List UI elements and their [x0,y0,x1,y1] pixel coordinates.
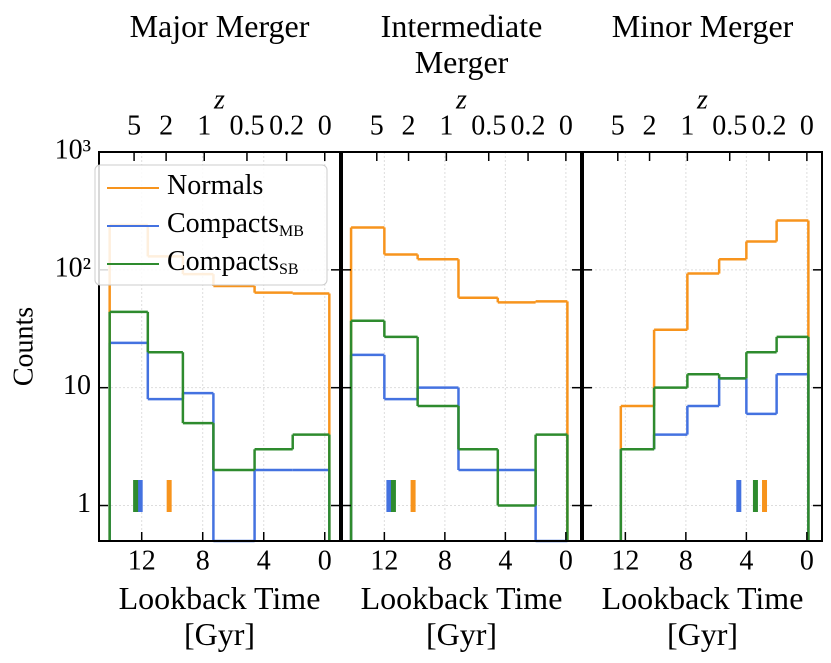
legend-subscript: SB [279,261,299,278]
histogram-series [108,310,331,541]
legend-label: Normals [167,170,263,201]
panel-title: Intermediate Merger [380,8,543,80]
y-tick-label: 10 [63,370,91,401]
top-x-tick-label: 5 [127,110,141,141]
histogram-series [619,219,810,541]
x-axis-label: Lookback Time [Gyr] [118,580,321,652]
legend-name: Compacts [167,208,279,239]
top-x-tick-label: 0.2 [269,110,304,141]
legend-name: Normals [167,170,263,201]
x-tick-label: 0 [800,545,814,576]
x-tick-label: 8 [679,545,693,576]
x-axis-label: Lookback Time [Gyr] [601,580,804,652]
panel-title: Minor Merger [611,8,794,44]
top-x-tick-label: 0.2 [752,110,787,141]
top-x-tick-label: 2 [159,110,173,141]
top-x-tick-label: 2 [402,110,416,141]
x-tick-label: 4 [739,545,753,576]
legend-label: CompactsMB [167,208,304,239]
histogram-series [619,373,810,541]
x-tick-label: 12 [370,545,398,576]
x-tick-label: 8 [438,545,452,576]
top-x-tick-label: 0 [800,110,814,141]
y-tick-label: 10² [55,252,91,283]
x-axis-label: Lookback Time [Gyr] [360,580,563,652]
legend-label: CompactsSB [167,246,299,277]
y-axis-label: Counts [8,307,39,386]
top-x-axis-label: z [696,84,708,115]
legend-box [94,164,328,286]
y-tick-label: 1 [77,488,91,519]
plot-frame [582,151,823,542]
top-x-tick-label: 1 [197,110,211,141]
top-x-axis-label: z [455,84,467,115]
x-tick-label: 12 [611,545,639,576]
top-x-tick-label: 0.2 [511,110,546,141]
plot-frame [341,151,582,542]
x-tick-label: 4 [257,545,271,576]
histogram-series [619,335,810,541]
x-tick-label: 0 [318,545,332,576]
top-x-tick-label: 0.5 [471,110,506,141]
top-x-tick-label: 1 [439,110,453,141]
histogram-series [349,319,569,541]
top-x-tick-label: 0.5 [229,110,264,141]
top-x-tick-label: 0 [318,110,332,141]
legend-subscript: MB [279,223,304,240]
plot-frame [98,151,341,542]
x-tick-label: 4 [498,545,512,576]
top-x-axis-label: z [213,84,225,115]
x-tick-label: 8 [196,545,210,576]
panel-title: Major Merger [129,8,310,44]
x-tick-label: 0 [559,545,573,576]
x-tick-label: 12 [128,545,156,576]
top-x-tick-label: 5 [611,110,625,141]
top-x-tick-label: 2 [643,110,657,141]
top-x-tick-label: 0.5 [712,110,747,141]
top-x-tick-label: 5 [370,110,384,141]
top-x-tick-label: 0 [559,110,573,141]
y-tick-label: 10³ [55,134,91,165]
top-x-tick-label: 1 [680,110,694,141]
legend-name: Compacts [167,246,279,277]
